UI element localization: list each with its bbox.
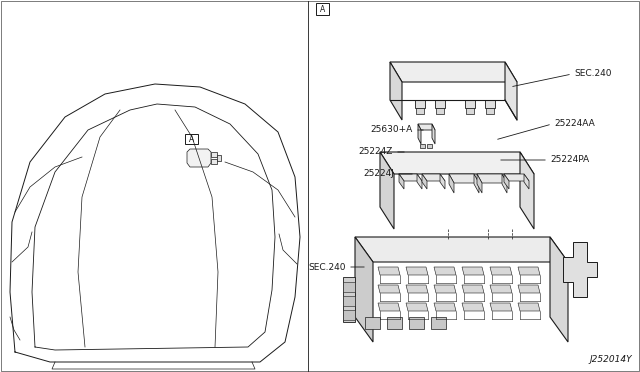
Polygon shape [524, 174, 529, 189]
Polygon shape [355, 237, 568, 262]
Bar [343, 282, 355, 292]
Text: A: A [189, 135, 194, 144]
Polygon shape [518, 285, 540, 293]
Bar [485, 100, 495, 108]
Bar [420, 144, 425, 148]
Polygon shape [378, 303, 400, 311]
Polygon shape [462, 303, 484, 311]
Polygon shape [518, 267, 540, 275]
Polygon shape [505, 62, 517, 120]
Text: 25224PA: 25224PA [550, 155, 589, 164]
Polygon shape [378, 267, 400, 275]
Text: 25630+A: 25630+A [371, 125, 413, 135]
Text: A: A [320, 4, 325, 13]
Bar [415, 100, 425, 108]
Bar [316, 3, 329, 15]
Polygon shape [434, 303, 456, 311]
Bar [431, 317, 446, 329]
Polygon shape [422, 174, 445, 181]
Polygon shape [390, 62, 402, 120]
Polygon shape [490, 303, 512, 311]
Bar [409, 317, 424, 329]
Polygon shape [434, 285, 456, 293]
Bar [465, 100, 475, 108]
Bar [416, 108, 424, 114]
Polygon shape [449, 174, 479, 183]
Polygon shape [434, 267, 456, 275]
Polygon shape [502, 174, 507, 193]
Polygon shape [378, 285, 400, 293]
Polygon shape [440, 174, 445, 189]
Text: SEC.240: SEC.240 [574, 70, 611, 78]
Polygon shape [449, 174, 454, 193]
Bar [343, 310, 355, 320]
Bar [435, 100, 445, 108]
Polygon shape [518, 303, 540, 311]
Polygon shape [418, 124, 435, 130]
Polygon shape [406, 285, 428, 293]
Polygon shape [390, 62, 517, 82]
Bar [343, 277, 355, 322]
Bar [486, 108, 494, 114]
Polygon shape [432, 124, 435, 144]
Polygon shape [563, 242, 597, 297]
Text: 25224Z: 25224Z [358, 148, 393, 157]
Bar [387, 317, 402, 329]
Polygon shape [399, 174, 404, 189]
Text: 25224J: 25224J [363, 170, 394, 179]
Bar [211, 159, 217, 164]
Bar [466, 108, 474, 114]
Polygon shape [406, 303, 428, 311]
Polygon shape [399, 174, 422, 181]
Polygon shape [187, 149, 211, 167]
Polygon shape [504, 174, 529, 181]
Polygon shape [462, 285, 484, 293]
Bar [436, 108, 444, 114]
Bar [343, 296, 355, 306]
Bar [427, 144, 432, 148]
Polygon shape [417, 174, 422, 189]
Polygon shape [490, 285, 512, 293]
Polygon shape [422, 174, 427, 189]
Polygon shape [406, 267, 428, 275]
Bar [185, 134, 198, 144]
Polygon shape [477, 174, 482, 193]
Polygon shape [462, 267, 484, 275]
Text: J252014Y: J252014Y [589, 355, 632, 364]
Text: SEC.240: SEC.240 [308, 263, 346, 272]
Bar [217, 155, 221, 161]
Polygon shape [504, 174, 509, 189]
Polygon shape [520, 152, 534, 229]
Polygon shape [380, 152, 534, 174]
Polygon shape [355, 237, 373, 342]
Polygon shape [490, 267, 512, 275]
Polygon shape [418, 124, 421, 144]
Polygon shape [380, 152, 394, 229]
Bar [211, 152, 217, 157]
Polygon shape [474, 174, 479, 193]
Polygon shape [477, 174, 507, 183]
Polygon shape [550, 237, 568, 342]
Text: 25224AA: 25224AA [554, 119, 595, 128]
Bar [365, 317, 380, 329]
